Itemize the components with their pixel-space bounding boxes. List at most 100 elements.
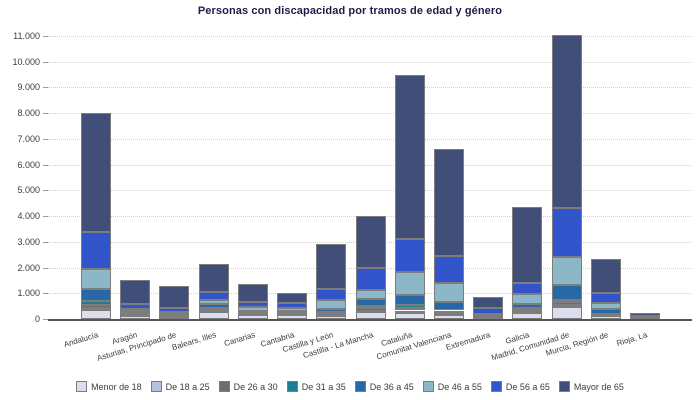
- bar-segment[interactable]: [551, 304, 582, 308]
- bar-segment[interactable]: [355, 310, 386, 313]
- bar-segment[interactable]: [81, 304, 111, 308]
- legend-item[interactable]: De 36 a 45: [354, 381, 414, 392]
- bar-segment[interactable]: [433, 283, 464, 303]
- bar-segment[interactable]: [551, 34, 582, 208]
- bar-segment[interactable]: [277, 308, 308, 311]
- bar-segment[interactable]: [355, 289, 386, 300]
- bar-segment[interactable]: [237, 310, 268, 313]
- bar-segment[interactable]: [159, 317, 190, 320]
- bar-segment[interactable]: [81, 289, 111, 301]
- bar-segment[interactable]: [590, 302, 621, 310]
- bar-segment[interactable]: [630, 313, 660, 317]
- bar-segment[interactable]: [120, 311, 151, 314]
- bar-segment[interactable]: [512, 311, 543, 314]
- bar-segment[interactable]: [394, 239, 425, 272]
- bar-segment[interactable]: [198, 263, 229, 292]
- bar-segment[interactable]: [159, 315, 190, 318]
- legend-item[interactable]: De 31 a 35: [286, 381, 346, 392]
- bar-segment[interactable]: [473, 315, 504, 318]
- bar-segment[interactable]: [551, 207, 582, 258]
- bar-segment[interactable]: [355, 299, 386, 306]
- bar-segment[interactable]: [473, 313, 504, 317]
- bar-segment[interactable]: [551, 285, 582, 300]
- bar-segment[interactable]: [159, 311, 190, 314]
- bar-segment[interactable]: [81, 268, 111, 290]
- bar-segment[interactable]: [355, 307, 386, 311]
- bar-segment[interactable]: [277, 314, 308, 319]
- bar-segment[interactable]: [394, 294, 425, 305]
- bar-segment[interactable]: [316, 313, 347, 316]
- bar-segment[interactable]: [316, 308, 347, 312]
- bar-segment[interactable]: [512, 309, 543, 313]
- bar-segment[interactable]: [433, 310, 464, 313]
- y-tick-mark: [43, 61, 48, 63]
- bar-segment[interactable]: [433, 255, 464, 284]
- bar-segment[interactable]: [512, 283, 543, 295]
- bar-segment[interactable]: [316, 289, 347, 301]
- bar-segment[interactable]: [433, 313, 464, 316]
- bar-segment[interactable]: [551, 307, 582, 319]
- legend-item[interactable]: De 46 a 55: [422, 381, 482, 392]
- bar-segment[interactable]: [473, 307, 504, 314]
- bar-segment[interactable]: [198, 309, 229, 312]
- bar-segment[interactable]: [512, 304, 543, 309]
- bar-segment[interactable]: [237, 284, 268, 302]
- bar-segment[interactable]: [473, 297, 504, 308]
- bar-segment[interactable]: [355, 306, 386, 308]
- bar-segment[interactable]: [394, 307, 425, 311]
- legend-item[interactable]: Menor de 18: [76, 381, 142, 392]
- bar-segment[interactable]: [551, 257, 582, 286]
- bar-segment[interactable]: [551, 299, 582, 303]
- bar-segment[interactable]: [433, 312, 464, 315]
- legend-item[interactable]: De 56 a 65: [490, 381, 550, 392]
- bar-segment[interactable]: [355, 267, 386, 290]
- bar-segment[interactable]: [81, 307, 111, 310]
- bar-segment[interactable]: [198, 300, 229, 305]
- bar-segment[interactable]: [512, 294, 543, 305]
- bar-segment[interactable]: [81, 309, 111, 319]
- bar-segment[interactable]: [159, 286, 190, 308]
- bar-segment[interactable]: [394, 310, 425, 313]
- bar-segment[interactable]: [198, 307, 229, 310]
- bar-segment[interactable]: [237, 301, 268, 307]
- bar-segment[interactable]: [590, 292, 621, 303]
- bar-segment[interactable]: [355, 216, 386, 268]
- bar-segment[interactable]: [120, 303, 151, 309]
- bar-segment[interactable]: [394, 74, 425, 240]
- bar-segment[interactable]: [512, 207, 543, 284]
- bar-segment[interactable]: [433, 302, 464, 311]
- bar-segment[interactable]: [81, 231, 111, 269]
- bar-segment[interactable]: [81, 113, 111, 232]
- bar-segment[interactable]: [316, 300, 347, 309]
- bar-segment[interactable]: [551, 302, 582, 305]
- legend-item[interactable]: De 18 a 25: [150, 381, 210, 392]
- bar-segment[interactable]: [120, 308, 151, 312]
- bar-segment[interactable]: [198, 310, 229, 313]
- bar-segment[interactable]: [120, 280, 151, 304]
- bar-segment[interactable]: [394, 312, 425, 319]
- bar-segment[interactable]: [277, 303, 308, 309]
- bar-segment[interactable]: [394, 304, 425, 308]
- bar-segment[interactable]: [316, 244, 347, 290]
- legend-swatch-icon: [558, 381, 570, 392]
- bar-segment[interactable]: [394, 271, 425, 295]
- bar-segment[interactable]: [590, 309, 621, 314]
- bar-segment[interactable]: [237, 306, 268, 311]
- bar-segment[interactable]: [316, 311, 347, 314]
- bar-segment[interactable]: [120, 315, 151, 319]
- legend-item[interactable]: De 26 a 30: [218, 381, 278, 392]
- bar-segment[interactable]: [159, 313, 190, 316]
- bar-segment[interactable]: [277, 293, 308, 304]
- bar-segment[interactable]: [433, 149, 464, 256]
- bar-segment[interactable]: [198, 312, 229, 319]
- bar-segment[interactable]: [590, 259, 621, 293]
- bar-segment[interactable]: [512, 308, 543, 311]
- bar-segment[interactable]: [81, 300, 111, 305]
- bar-segment[interactable]: [198, 304, 229, 308]
- legend-item[interactable]: Mayor de 65: [558, 381, 624, 392]
- bar-segment[interactable]: [355, 312, 386, 319]
- bar-segment[interactable]: [198, 291, 229, 301]
- bar-segment[interactable]: [159, 307, 190, 312]
- bar-segment[interactable]: [277, 310, 308, 313]
